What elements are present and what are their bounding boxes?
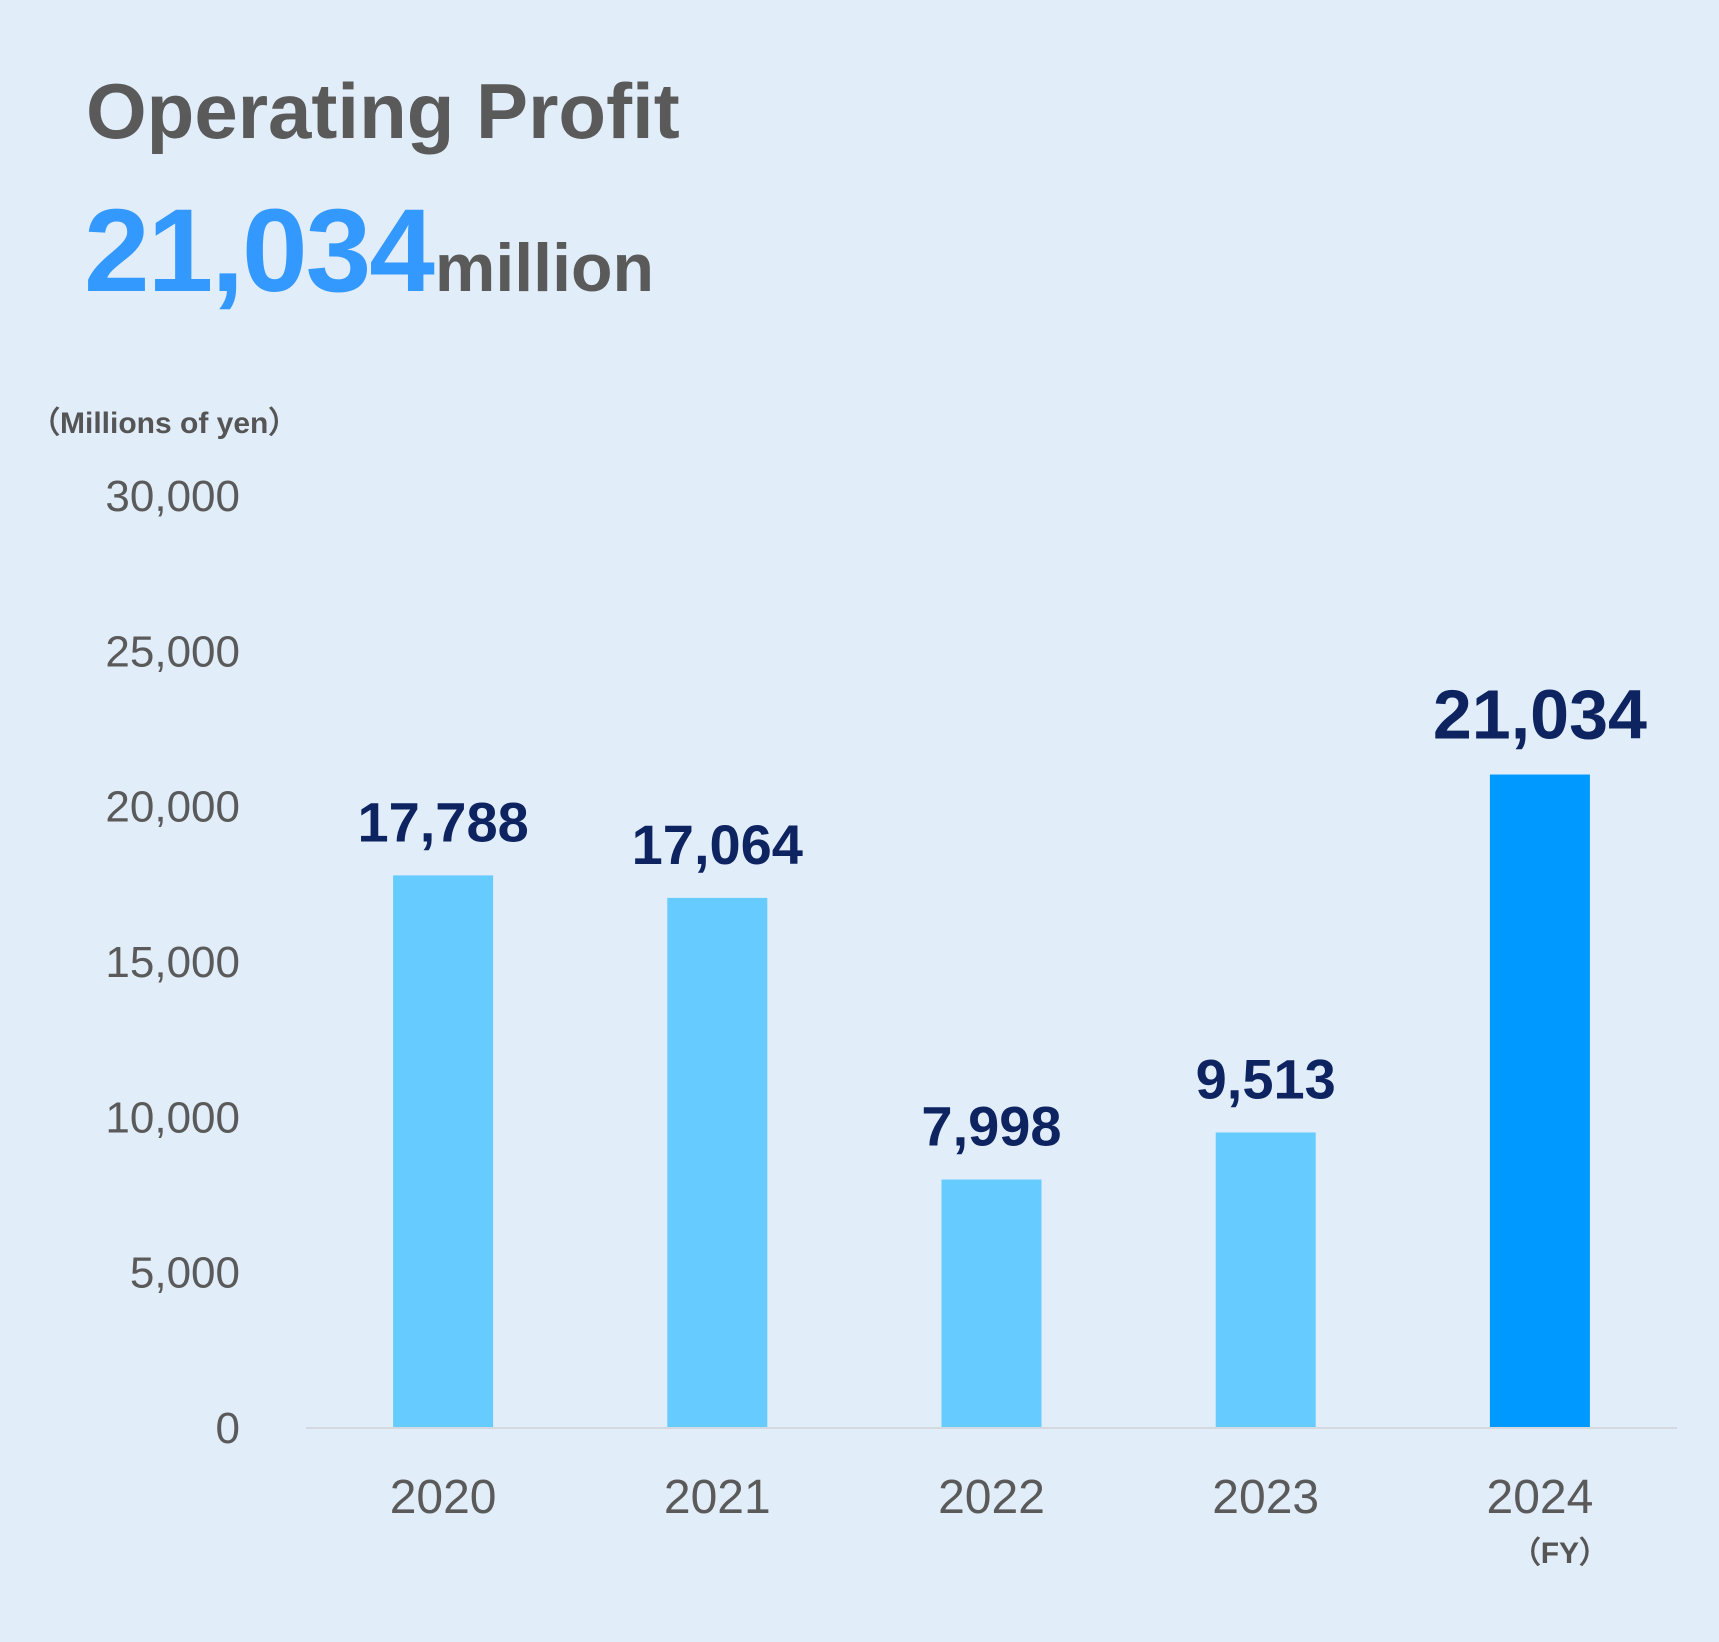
x-tick-label-2024: 2024: [1487, 1471, 1594, 1524]
data-label-2021: 17,064: [632, 813, 803, 876]
y-tick-label: 15,000: [105, 938, 240, 987]
data-label-2024: 21,034: [1433, 676, 1647, 754]
data-label-2020: 17,788: [357, 790, 528, 853]
bars: [393, 774, 1590, 1428]
x-tick-label-2021: 2021: [664, 1471, 771, 1524]
x-tick-label-2020: 2020: [390, 1471, 497, 1524]
bar-2023: [1215, 1132, 1316, 1428]
y-tick-label: 20,000: [105, 783, 240, 832]
x-axis-ticks: 2020 2021 2022 2023 2024: [390, 1471, 1594, 1524]
data-labels: 17,788 17,064 7,998 9,513 21,034: [357, 676, 1647, 1158]
y-tick-label: 5,000: [130, 1249, 240, 1298]
headline-figure: 21,034million: [84, 192, 654, 310]
y-tick-label: 10,000: [105, 1093, 240, 1142]
x-tick-label-2023: 2023: [1212, 1471, 1319, 1524]
bar-2021: [667, 897, 768, 1428]
x-tick-label-2022: 2022: [938, 1471, 1045, 1524]
data-label-2022: 7,998: [921, 1095, 1061, 1158]
headline-unit: million: [434, 230, 655, 306]
bar-2020: [393, 875, 494, 1428]
y-tick-label: 30,000: [105, 472, 240, 521]
page-title: Operating Profit: [86, 67, 680, 155]
bar-2022: [941, 1179, 1042, 1428]
x-axis-unit-label: （FY）: [1511, 1536, 1609, 1570]
data-label-2023: 9,513: [1196, 1047, 1336, 1110]
y-axis-ticks: 0 5,000 10,000 15,000 20,000 25,000 30,000: [105, 472, 240, 1453]
y-axis-unit-label: （Millions of yen）: [30, 407, 299, 440]
y-tick-label: 25,000: [105, 627, 240, 676]
y-tick-label: 0: [216, 1404, 240, 1453]
bar-2024: [1489, 774, 1590, 1428]
headline-value: 21,034: [84, 185, 435, 317]
